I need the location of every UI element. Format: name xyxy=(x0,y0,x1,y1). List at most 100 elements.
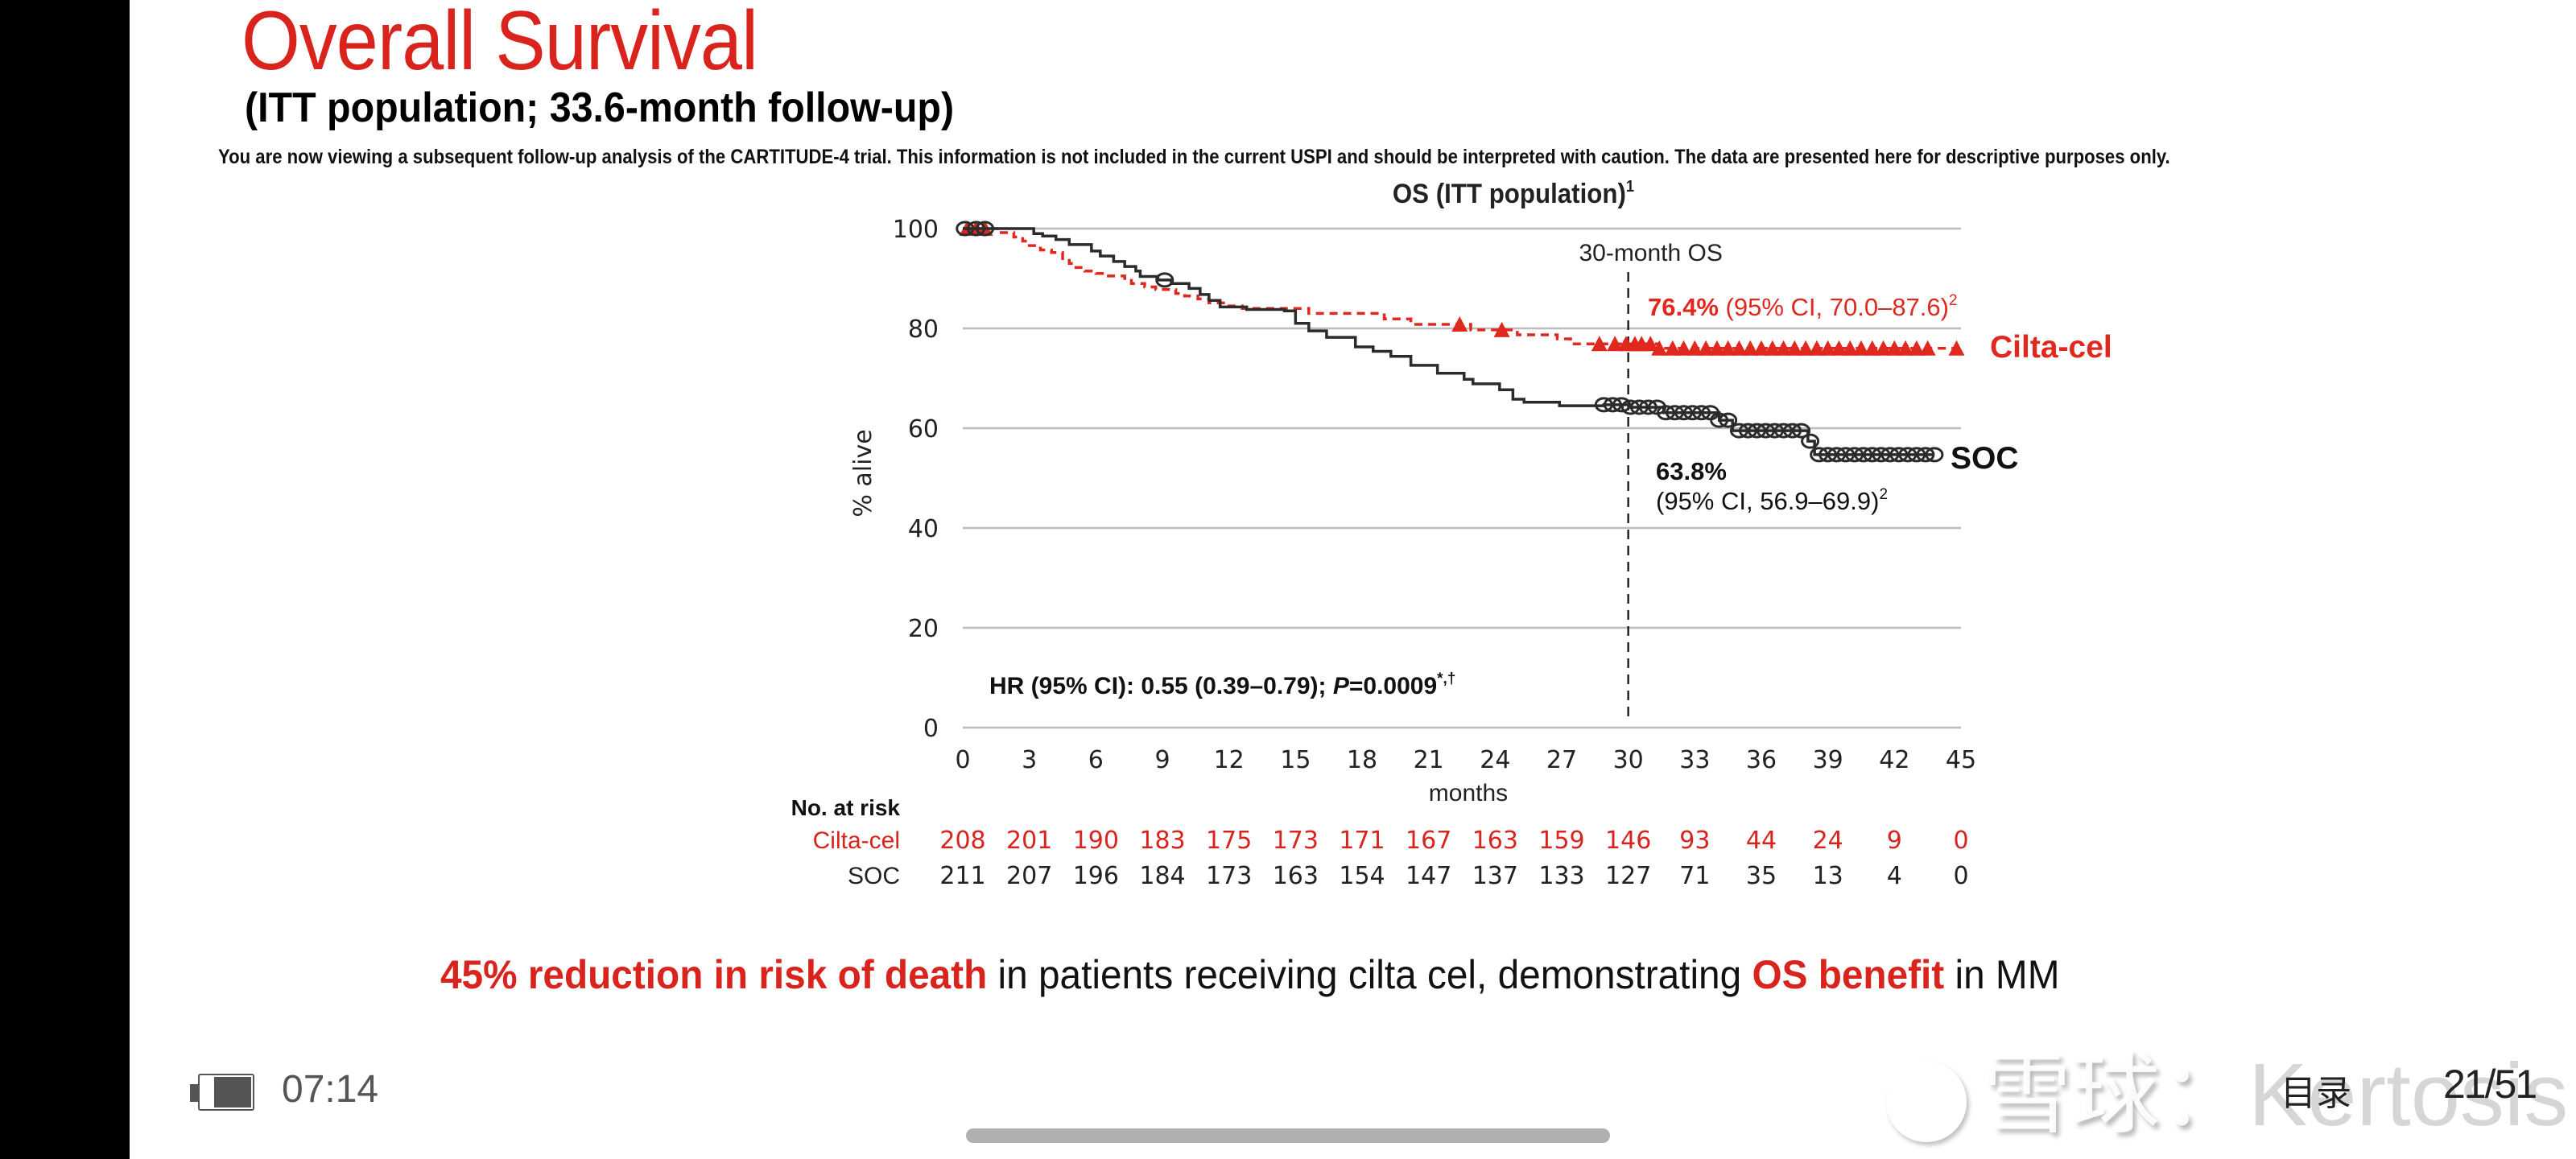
battery-icon xyxy=(190,1074,256,1112)
risk-cell: 9 xyxy=(1887,827,1902,855)
battery-fill xyxy=(213,1077,251,1107)
censor-mark-circle xyxy=(1747,423,1766,439)
censor-mark-triangle xyxy=(1853,340,1869,356)
censor-mark-circle xyxy=(956,221,975,237)
censor-mark-triangle xyxy=(1651,340,1668,356)
censor-mark-triangle xyxy=(1908,340,1925,356)
chart-title: OS (ITT population)1 xyxy=(1393,178,1635,209)
risk-row-label: Cilta-cel xyxy=(813,827,900,854)
hr-text: HR (95% CI): 0.55 (0.39–0.79); xyxy=(989,673,1333,699)
censor-mark-circle xyxy=(1719,412,1738,428)
censor-mark-circle xyxy=(1774,423,1794,439)
censor-mark-circle xyxy=(1792,423,1811,439)
censor-mark-circle xyxy=(1757,423,1776,439)
cilta-cel-ci-superscript: 2 xyxy=(1949,292,1958,309)
censor-mark-circle xyxy=(1925,447,1944,463)
censor-mark-circle xyxy=(1916,447,1935,463)
risk-cell: 137 xyxy=(1472,862,1518,890)
risk-cell: 4 xyxy=(1887,862,1902,890)
censor-mark-circle xyxy=(1729,423,1748,439)
censor-mark-triangle xyxy=(1775,340,1792,356)
censor-mark-circle xyxy=(1818,447,1838,463)
x-tick-label: 24 xyxy=(1480,746,1510,774)
censor-mark-triangle xyxy=(1798,340,1814,356)
x-tick-label: 12 xyxy=(1214,746,1245,774)
risk-cell: 0 xyxy=(1953,862,1968,890)
risk-cell: 0 xyxy=(1953,827,1968,855)
table-of-contents-button[interactable]: 目录 xyxy=(2281,1074,2351,1113)
risk-cell: 183 xyxy=(1139,827,1185,855)
risk-cell: 147 xyxy=(1406,862,1451,890)
censor-mark-circle xyxy=(1880,447,1900,463)
censor-mark-triangle xyxy=(1764,340,1781,356)
headline-highlight-os: OS benefit xyxy=(1752,952,1945,997)
risk-cell: 127 xyxy=(1605,862,1651,890)
censor-mark-triangle xyxy=(1451,316,1468,332)
risk-cell: 208 xyxy=(939,827,985,855)
watermark-latin: Kertosis xyxy=(2248,1046,2569,1145)
soc-30mo-value: 63.8% xyxy=(1656,457,1727,485)
censor-mark-triangle xyxy=(1731,340,1748,356)
censor-mark-triangle xyxy=(1808,340,1825,356)
x-tick-label: 3 xyxy=(1022,746,1037,774)
censor-mark-circle xyxy=(1683,405,1703,421)
key-takeaway-headline: 45% reduction in risk of death in patien… xyxy=(440,951,2059,998)
headline-text-2: in MM xyxy=(1944,952,2060,997)
censor-mark-triangle xyxy=(1642,336,1659,352)
censor-mark-triangle xyxy=(1886,340,1903,356)
risk-cell: 35 xyxy=(1746,862,1777,890)
censor-mark-triangle xyxy=(1842,340,1859,356)
x-tick-label: 33 xyxy=(1679,746,1710,774)
censor-mark-circle xyxy=(1155,272,1174,288)
chart-title-text: OS (ITT population) xyxy=(1393,178,1626,209)
censor-mark-circle xyxy=(1674,405,1694,421)
soc-30mo-ci-text: (95% CI, 56.9–69.9)2 xyxy=(1656,486,1888,515)
series-cilta-cel xyxy=(959,221,1965,356)
risk-cell: 167 xyxy=(1406,827,1451,855)
risk-cell: 196 xyxy=(1073,862,1119,890)
headline-text-1: in patients receiving cilta cel, demonst… xyxy=(987,952,1752,997)
cilta-cel-end-label: Cilta-cel xyxy=(1990,330,2112,365)
risk-cell: 175 xyxy=(1206,827,1252,855)
x-tick-label: 42 xyxy=(1879,746,1909,774)
watermark-separator: ： xyxy=(2160,1046,2248,1145)
risk-cell: 133 xyxy=(1538,862,1584,890)
home-indicator-bar[interactable] xyxy=(966,1128,1610,1143)
censor-mark-triangle xyxy=(1786,340,1803,356)
censor-mark-circle xyxy=(1783,423,1802,439)
x-tick-label: 39 xyxy=(1813,746,1843,774)
y-axis-label: % alive xyxy=(849,429,877,517)
censor-mark-circle xyxy=(1810,447,1829,463)
y-tick-label: 20 xyxy=(908,615,939,643)
gridlines xyxy=(963,227,1961,729)
censor-mark-circle xyxy=(1692,405,1711,421)
x-tick-label: 21 xyxy=(1414,746,1444,774)
censor-mark-triangle xyxy=(1897,340,1914,356)
risk-cell: 154 xyxy=(1339,862,1385,890)
risk-row-label: SOC xyxy=(848,863,900,889)
x-tick-label: 9 xyxy=(1154,746,1170,774)
x-tick-label: 6 xyxy=(1088,746,1104,774)
censor-mark-triangle xyxy=(1753,340,1769,356)
censor-mark-triangle xyxy=(1698,340,1715,356)
censor-mark-triangle xyxy=(1919,340,1936,356)
censor-mark-triangle xyxy=(1591,336,1608,352)
censor-mark-triangle xyxy=(1493,321,1510,337)
censor-mark-circle xyxy=(1666,405,1685,421)
soc-ci-superscript: 2 xyxy=(1879,486,1888,503)
watermark-cn: 雪球 xyxy=(1983,1046,2160,1145)
risk-table-title: No. at risk xyxy=(791,795,901,820)
watermark: 雪球：Kertosis xyxy=(1886,1022,2568,1151)
risk-cell: 71 xyxy=(1679,862,1710,890)
censor-mark-circle xyxy=(1907,447,1926,463)
p-label: P xyxy=(1333,673,1350,699)
risk-cell: 207 xyxy=(1006,862,1052,890)
y-tick-labels: 0 20 40 60 80 100 xyxy=(893,216,939,743)
censor-mark-triangle xyxy=(1708,340,1725,356)
censor-mark-circle xyxy=(1836,447,1856,463)
risk-cell: 190 xyxy=(1073,827,1119,855)
censor-mark-triangle xyxy=(1719,340,1736,356)
hr-superscript: *,† xyxy=(1437,670,1455,687)
slide-title: Overall Survival xyxy=(242,0,758,88)
